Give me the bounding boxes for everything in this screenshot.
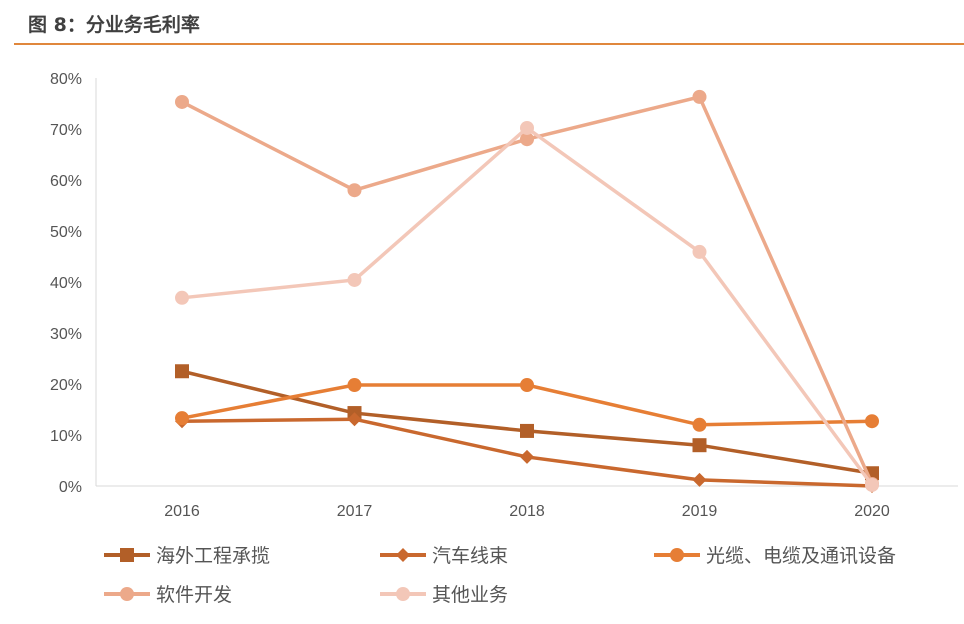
x-tick-label: 2016: [164, 503, 200, 520]
data-point: [692, 472, 707, 487]
data-point: [520, 378, 534, 393]
data-point: [520, 120, 534, 135]
legend-label: 光缆、电缆及通讯设备: [706, 545, 896, 567]
x-tick-label: 2018: [509, 503, 545, 520]
data-point: [347, 378, 362, 393]
x-tick-label: 2019: [682, 503, 718, 520]
legend-marker: [120, 587, 134, 601]
data-point: [520, 423, 534, 438]
legend-label: 软件开发: [156, 584, 232, 606]
series-3: [175, 378, 879, 432]
legend-marker: [120, 548, 134, 562]
data-point: [692, 417, 707, 432]
y-tick-label: 70%: [50, 122, 82, 139]
y-tick-label: 40%: [50, 275, 82, 292]
y-tick-label: 80%: [50, 71, 82, 88]
data-point: [692, 244, 707, 259]
chart-title: 图 8：分业务毛利率: [28, 14, 200, 36]
data-point: [692, 89, 707, 104]
data-point: [175, 411, 189, 426]
y-tick-label: 0%: [59, 479, 82, 496]
y-tick-label: 60%: [50, 173, 82, 190]
legend-marker: [670, 548, 684, 562]
data-point: [175, 290, 189, 305]
x-tick-label: 2017: [337, 503, 373, 520]
legend-item: 汽车线束: [380, 545, 508, 567]
data-point: [175, 94, 189, 109]
title-divider: [14, 43, 964, 45]
legend-marker: [396, 548, 410, 562]
data-point: [865, 477, 879, 492]
data-point: [175, 364, 189, 379]
y-tick-label: 10%: [50, 428, 82, 445]
data-point: [865, 414, 879, 429]
legend-item: 海外工程承揽: [104, 545, 270, 567]
data-point: [347, 183, 362, 198]
data-point: [347, 272, 362, 287]
x-tick-label: 2020: [854, 503, 890, 520]
legend-item: 软件开发: [104, 584, 232, 606]
data-point: [692, 438, 707, 453]
y-tick-label: 20%: [50, 377, 82, 394]
data-point: [347, 412, 362, 427]
series-5: [175, 120, 879, 492]
legend-item: 光缆、电缆及通讯设备: [654, 545, 896, 567]
y-tick-label: 50%: [50, 224, 82, 241]
legend-label: 海外工程承揽: [156, 545, 270, 567]
legend-item: 其他业务: [380, 584, 508, 606]
legend-label: 汽车线束: [432, 545, 508, 567]
y-tick-label: 30%: [50, 326, 82, 343]
legend-label: 其他业务: [432, 584, 508, 606]
data-point: [520, 449, 534, 464]
legend-marker: [396, 587, 410, 601]
data-point: [520, 132, 534, 147]
